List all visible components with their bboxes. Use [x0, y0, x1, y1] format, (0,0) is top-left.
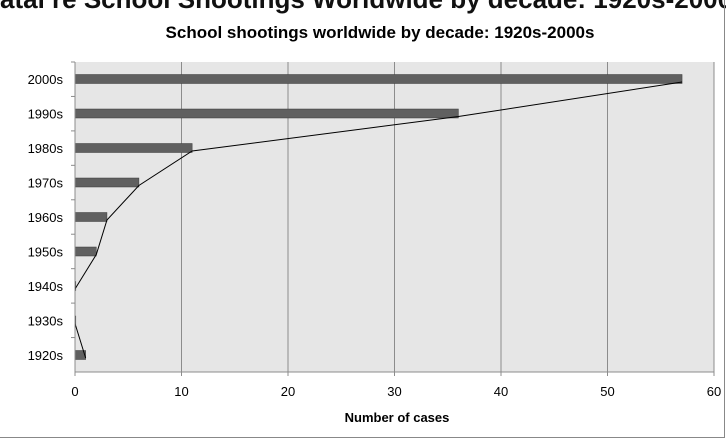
y-tick-label-1930s: 1930s	[28, 314, 64, 329]
x-tick-label: 20	[281, 384, 295, 399]
x-tick-label: 10	[174, 384, 188, 399]
y-tick-label-1920s: 1920s	[28, 348, 64, 363]
x-tick-labels: 0 10 20 30 40 50 60	[71, 372, 721, 399]
bar-1960s	[74, 212, 108, 222]
bar-1980s	[74, 143, 193, 153]
x-tick-label: 40	[494, 384, 508, 399]
y-tick-label-1970s: 1970s	[28, 176, 64, 191]
bar-1970s	[74, 177, 140, 188]
y-tick-label-2000s: 2000s	[28, 72, 64, 87]
y-tick-label-1940s: 1940s	[28, 279, 64, 294]
x-tick-label: 30	[387, 384, 401, 399]
clipped-page-header: atal re School Shootings Worldwide by de…	[0, 0, 726, 15]
x-tick-label: 0	[71, 384, 78, 399]
y-tick-label-1950s: 1950s	[28, 245, 64, 260]
x-axis-title: Number of cases	[345, 410, 450, 425]
bar-1950s	[74, 246, 97, 257]
chart-title: School shootings worldwide by decade: 19…	[166, 23, 595, 42]
bar-1990s	[74, 108, 459, 119]
bar-2000s	[74, 74, 683, 84]
x-tick-label: 60	[707, 384, 721, 399]
y-tick-label-1980s: 1980s	[28, 141, 64, 156]
y-tick-label-1990s: 1990s	[28, 107, 64, 122]
x-tick-label: 50	[600, 384, 614, 399]
y-tick-labels: 2000s 1990s 1980s 1970s 1960s 1950s 1940s 1930s…	[28, 61, 75, 363]
y-tick-label-1960s: 1960s	[28, 210, 64, 225]
